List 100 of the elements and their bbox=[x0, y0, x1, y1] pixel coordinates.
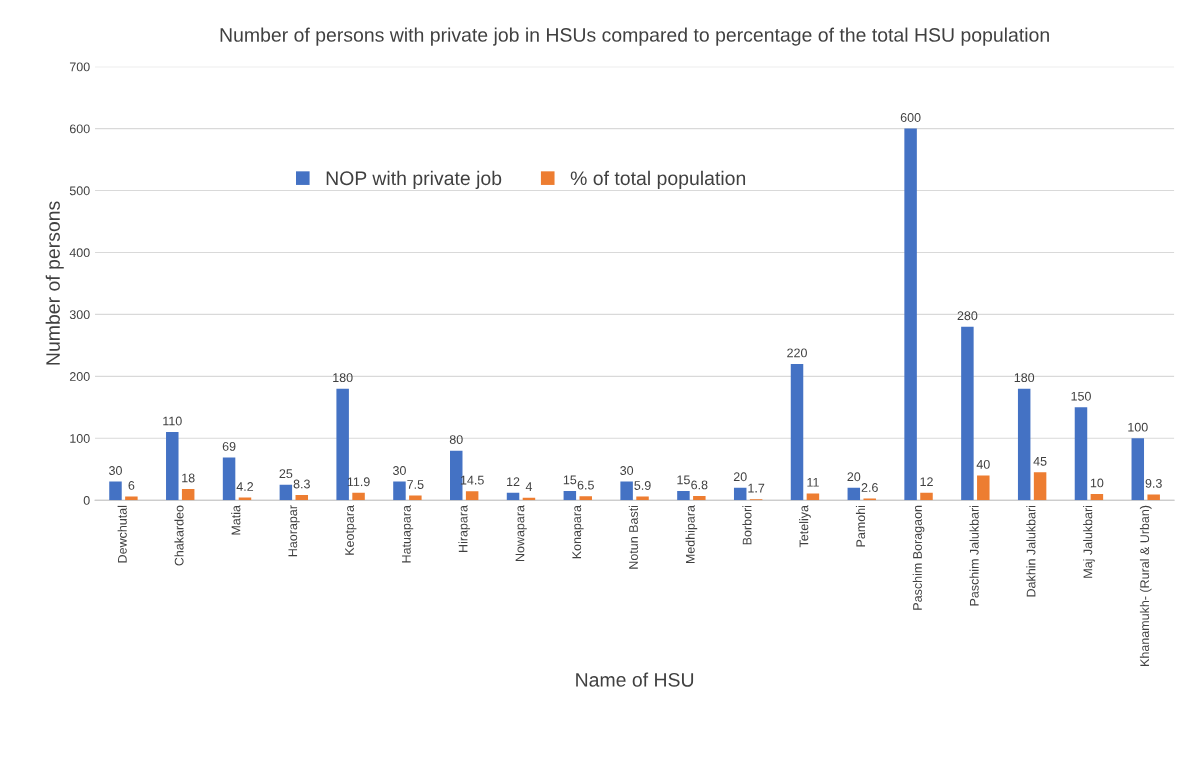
bar bbox=[1090, 494, 1104, 501]
bar bbox=[279, 484, 293, 501]
y-tick-label: 100 bbox=[70, 434, 90, 443]
x-axis-title: Name of HSU bbox=[576, 672, 694, 687]
x-tick-label: Hatuapara bbox=[402, 505, 414, 563]
bar bbox=[563, 490, 577, 501]
y-tick-label: 200 bbox=[69, 372, 90, 381]
bar bbox=[125, 496, 138, 501]
data-label: 220 bbox=[787, 348, 807, 358]
data-label: 6.8 bbox=[691, 480, 708, 490]
data-label: 8.3 bbox=[293, 479, 310, 489]
x-tick-label: Dakhin Jalukbari bbox=[1026, 505, 1036, 597]
data-label: 150 bbox=[1071, 391, 1091, 401]
x-tick-label: Paschim Jalukbari bbox=[969, 505, 979, 606]
bar bbox=[1074, 407, 1088, 501]
data-label: 80 bbox=[449, 435, 463, 445]
data-label: 2.6 bbox=[861, 483, 878, 492]
bar bbox=[579, 496, 592, 501]
y-tick-label: 500 bbox=[69, 186, 90, 196]
data-label: 280 bbox=[957, 311, 978, 321]
bar bbox=[1147, 494, 1160, 501]
bar bbox=[506, 492, 520, 501]
bar bbox=[352, 492, 365, 501]
data-label: 11 bbox=[807, 478, 819, 487]
y-tick-label: 300 bbox=[69, 310, 90, 320]
bar bbox=[961, 326, 974, 501]
x-tick-label: Chakardeo bbox=[174, 505, 184, 566]
bar bbox=[450, 450, 463, 501]
data-label: 180 bbox=[1014, 373, 1035, 383]
data-label: 10 bbox=[1090, 478, 1104, 488]
bar bbox=[222, 457, 236, 501]
y-tick-label: 600 bbox=[69, 124, 90, 134]
data-label: 30 bbox=[620, 466, 634, 475]
bar bbox=[677, 490, 690, 501]
x-tick-label: Dewchutal bbox=[117, 505, 127, 563]
data-label: 12 bbox=[920, 477, 933, 486]
bar bbox=[295, 495, 309, 501]
data-label: 4 bbox=[525, 482, 533, 491]
bar bbox=[847, 487, 861, 501]
bar bbox=[1131, 438, 1145, 501]
x-tick-label: Borbori bbox=[742, 505, 752, 545]
bar bbox=[620, 481, 633, 501]
bar bbox=[336, 388, 349, 501]
data-label: 15 bbox=[563, 475, 577, 485]
data-label: 30 bbox=[392, 466, 406, 475]
data-label: 9.3 bbox=[1145, 478, 1162, 488]
data-label: 45 bbox=[1033, 456, 1047, 466]
data-label: 25 bbox=[279, 469, 293, 479]
data-label: 1.7 bbox=[748, 483, 765, 493]
data-label: 180 bbox=[333, 373, 353, 383]
bar bbox=[733, 487, 747, 501]
y-tick-label: 400 bbox=[69, 248, 90, 258]
y-tick-label: 0 bbox=[83, 495, 90, 505]
data-label: 600 bbox=[900, 113, 921, 122]
data-label: 69 bbox=[222, 441, 236, 451]
data-label: 15 bbox=[677, 475, 690, 485]
legend-label: % of total population bbox=[570, 170, 746, 189]
data-label: 20 bbox=[847, 472, 861, 482]
bar bbox=[465, 491, 479, 501]
data-label: 100 bbox=[1128, 422, 1148, 432]
x-tick-label: Notun Basti bbox=[628, 505, 638, 569]
x-tick-label: Teteliya bbox=[799, 505, 811, 548]
bar bbox=[920, 492, 933, 501]
data-label: 110 bbox=[163, 416, 182, 426]
bar bbox=[790, 363, 804, 501]
bar bbox=[904, 128, 917, 501]
x-tick-label: Konapara bbox=[572, 505, 584, 559]
data-label: 4.2 bbox=[236, 482, 254, 491]
legend-label: NOP with private job bbox=[326, 170, 502, 189]
bar bbox=[1017, 388, 1031, 501]
data-label: 6 bbox=[128, 480, 135, 490]
x-tick-label: Pamohi bbox=[855, 505, 866, 547]
data-label: 5.9 bbox=[634, 481, 651, 490]
x-tick-label: Maj Jalukbari bbox=[1083, 505, 1095, 578]
y-tick-label: 700 bbox=[69, 62, 90, 72]
data-label: 30 bbox=[109, 466, 122, 475]
bar bbox=[109, 481, 122, 501]
chart-title: Number of persons with private job in HSUs compared to percentage of the total HSU population bbox=[220, 27, 1049, 46]
bar bbox=[393, 481, 406, 501]
data-label: 7.5 bbox=[407, 480, 424, 489]
bar bbox=[806, 493, 820, 501]
x-tick-label: Matia bbox=[231, 505, 241, 535]
data-label: 6.5 bbox=[577, 480, 594, 490]
x-tick-label: Nowapara bbox=[515, 505, 527, 561]
y-axis-title: Number of persons bbox=[45, 201, 64, 365]
x-tick-label: Khanamukh- (Rural & Urban) bbox=[1139, 505, 1152, 666]
bar bbox=[1033, 472, 1047, 501]
data-label: 40 bbox=[976, 459, 990, 469]
data-label: 18 bbox=[182, 473, 195, 483]
x-tick-label: Haorapar bbox=[288, 505, 300, 557]
x-tick-label: Paschim Boragaon bbox=[912, 505, 925, 610]
bar bbox=[181, 489, 195, 501]
x-tick-label: Hirapara bbox=[458, 505, 471, 552]
bar bbox=[409, 495, 422, 501]
x-tick-label: Keotpara bbox=[345, 505, 357, 555]
data-label: 12 bbox=[507, 477, 520, 486]
data-label: 20 bbox=[733, 472, 747, 482]
bar bbox=[977, 475, 990, 501]
x-tick-label: Medhipara bbox=[685, 505, 698, 564]
bar bbox=[693, 495, 706, 501]
